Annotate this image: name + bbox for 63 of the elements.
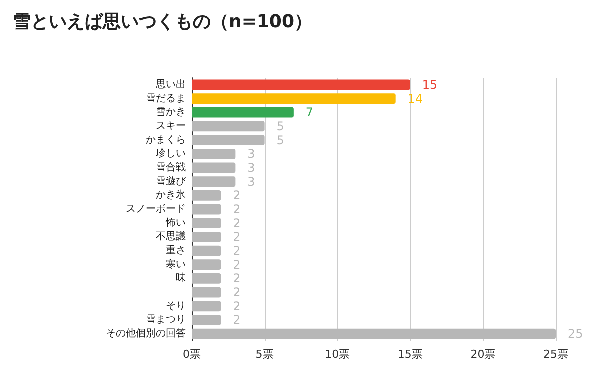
bar bbox=[192, 218, 222, 229]
bar bbox=[192, 287, 222, 298]
x-tick-label: 0票 bbox=[183, 348, 201, 361]
data-label: 2 bbox=[233, 244, 241, 258]
bar bbox=[192, 204, 222, 215]
data-label: 2 bbox=[233, 188, 241, 203]
data-label: 25 bbox=[568, 327, 584, 342]
data-label: 3 bbox=[248, 147, 256, 162]
data-label: 3 bbox=[248, 160, 256, 175]
y-tick-label: 雪合戦 bbox=[156, 161, 186, 174]
x-tick-label: 10票 bbox=[325, 348, 350, 361]
y-tick-label: 味 bbox=[176, 272, 186, 284]
y-tick-label: スノーボード bbox=[126, 204, 186, 215]
data-label: 2 bbox=[233, 272, 241, 286]
bar bbox=[192, 107, 294, 118]
y-tick-label: 重さ bbox=[166, 244, 186, 257]
x-tick-label: 15票 bbox=[398, 348, 423, 361]
bar bbox=[192, 274, 222, 284]
data-label: 2 bbox=[233, 258, 241, 272]
data-label: 2 bbox=[233, 230, 241, 244]
y-tick-label: 雪かき bbox=[156, 107, 186, 118]
data-label: 2 bbox=[233, 299, 241, 314]
bar bbox=[192, 260, 222, 270]
data-label: 7 bbox=[306, 106, 314, 120]
data-label: 5 bbox=[276, 133, 284, 148]
bar bbox=[192, 190, 222, 201]
bar bbox=[192, 246, 222, 256]
bar bbox=[192, 162, 236, 174]
y-tick-label: かき氷 bbox=[156, 189, 186, 202]
bar bbox=[192, 148, 236, 160]
x-tick-label: 5票 bbox=[256, 348, 274, 361]
bar bbox=[192, 94, 396, 104]
y-tick-label: 雪遊び bbox=[156, 175, 187, 188]
bar bbox=[192, 232, 222, 242]
bar bbox=[192, 121, 265, 132]
data-label: 15 bbox=[422, 78, 438, 92]
data-label: 2 bbox=[233, 216, 241, 230]
y-tick-label: スキー bbox=[156, 120, 186, 132]
y-tick-label: 雪だるま bbox=[146, 93, 186, 104]
x-tick-label: 20票 bbox=[470, 348, 496, 361]
y-tick-label: その他個別の回答 bbox=[106, 328, 186, 340]
y-tick-label: 珍しい bbox=[156, 148, 186, 160]
chart-title: 雪といえば思いつくもの（n=100） bbox=[13, 12, 312, 32]
bar bbox=[192, 176, 236, 188]
bar bbox=[192, 301, 222, 312]
y-tick-label: そり bbox=[166, 300, 186, 312]
data-label: 5 bbox=[276, 119, 284, 134]
y-tick-label: 寒い bbox=[166, 258, 186, 270]
bar bbox=[192, 135, 265, 146]
bar bbox=[192, 315, 222, 326]
data-label: 2 bbox=[233, 202, 241, 216]
x-tick-label: 25票 bbox=[544, 348, 568, 361]
data-label: 2 bbox=[233, 286, 241, 300]
y-tick-label: 怖い bbox=[165, 216, 186, 229]
y-tick-label: かまくら bbox=[146, 134, 186, 146]
y-tick-label: 雪まつり bbox=[146, 314, 186, 326]
bar bbox=[192, 328, 556, 340]
bar bbox=[192, 80, 410, 90]
data-label: 14 bbox=[408, 92, 424, 106]
y-tick-label: 思い出 bbox=[155, 78, 186, 90]
data-label: 2 bbox=[233, 313, 241, 328]
y-tick-label: 不思議 bbox=[156, 230, 186, 243]
data-label: 3 bbox=[248, 174, 256, 189]
